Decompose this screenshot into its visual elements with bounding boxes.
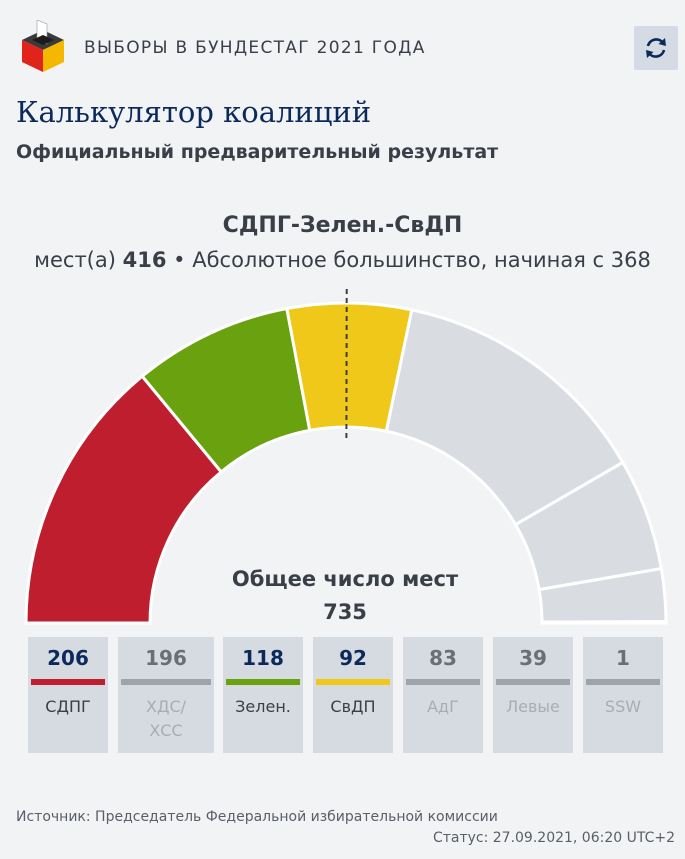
header-title: ВЫБОРЫ В БУНДЕСТАГ 2021 ГОДА <box>84 38 426 58</box>
party-seats: 92 <box>339 646 367 670</box>
party-color-bar <box>586 679 660 685</box>
majority-text: • Абсолютное большинство, начиная с 368 <box>173 248 651 272</box>
party-card-ssw[interactable]: 1 SSW <box>583 637 663 753</box>
page-subtitle: Официальный предварительный результат <box>16 141 499 163</box>
party-card-cdu[interactable]: 196 ХДС/ ХСС <box>118 637 214 753</box>
source-note: Источник: Председатель Федеральной избир… <box>16 809 498 825</box>
party-color-bar <box>316 679 390 685</box>
total-seats-label: Общее число мест <box>231 567 459 591</box>
party-color-bar <box>121 679 211 685</box>
total-seats-value: 735 <box>323 600 367 624</box>
seats-prefix: мест(а) <box>34 248 116 272</box>
party-name: Зелен. <box>235 697 291 716</box>
party-color-bar <box>406 679 480 685</box>
party-card-afd[interactable]: 83 АдГ <box>403 637 483 753</box>
seat-distribution-chart <box>24 288 668 625</box>
status-timestamp: Статус: 27.09.2021, 06:20 UTC+2 <box>432 830 675 846</box>
coalition-name: СДПГ-Зелен.-СвДП <box>222 213 463 238</box>
refresh-button[interactable] <box>634 26 678 70</box>
party-name: SSW <box>604 697 642 716</box>
party-card-greens[interactable]: 118 Зелен. <box>223 637 303 753</box>
coalition-info: мест(а) 416 • Абсолютное большинство, на… <box>0 248 685 272</box>
ballot-box-icon <box>22 20 64 72</box>
party-seats: 1 <box>616 646 630 670</box>
party-seats: 39 <box>519 646 547 670</box>
page-title: Калькулятор коалиций <box>16 95 372 129</box>
party-seats: 206 <box>47 646 89 670</box>
party-name: Левые <box>506 697 560 716</box>
refresh-icon <box>646 38 666 58</box>
party-card-fdp[interactable]: 92 СвДП <box>313 637 393 753</box>
party-color-bar <box>226 679 300 685</box>
party-seats: 118 <box>242 646 284 670</box>
party-seats: 83 <box>429 646 457 670</box>
party-color-bar <box>496 679 570 685</box>
party-name: СвДП <box>330 697 376 716</box>
party-seats: 196 <box>145 646 187 670</box>
party-card-left[interactable]: 39 Левые <box>493 637 573 753</box>
party-name: ХДС/ ХСС <box>145 697 187 740</box>
party-color-bar <box>31 679 105 685</box>
chart-segment-SSW <box>540 620 668 625</box>
header: ВЫБОРЫ В БУНДЕСТАГ 2021 ГОДА <box>18 18 678 78</box>
party-cards: 206 СДПГ 196 ХДС/ ХСС 118 Зелен. 92 СвДП… <box>28 637 668 753</box>
party-name: АдГ <box>427 697 459 716</box>
party-card-spd[interactable]: 206 СДПГ <box>28 637 108 753</box>
coalition-seats: 416 <box>122 248 167 272</box>
party-name: СДПГ <box>45 697 91 716</box>
